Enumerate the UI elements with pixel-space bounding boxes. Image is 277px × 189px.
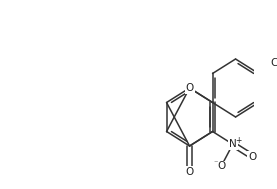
Text: +: +: [235, 136, 242, 145]
Text: O: O: [248, 152, 257, 162]
Text: ⁻: ⁻: [214, 158, 218, 167]
Text: O: O: [185, 167, 194, 177]
Text: N: N: [229, 139, 237, 149]
Text: Cl: Cl: [270, 58, 277, 68]
Text: O: O: [217, 161, 225, 171]
Text: O: O: [185, 83, 194, 93]
